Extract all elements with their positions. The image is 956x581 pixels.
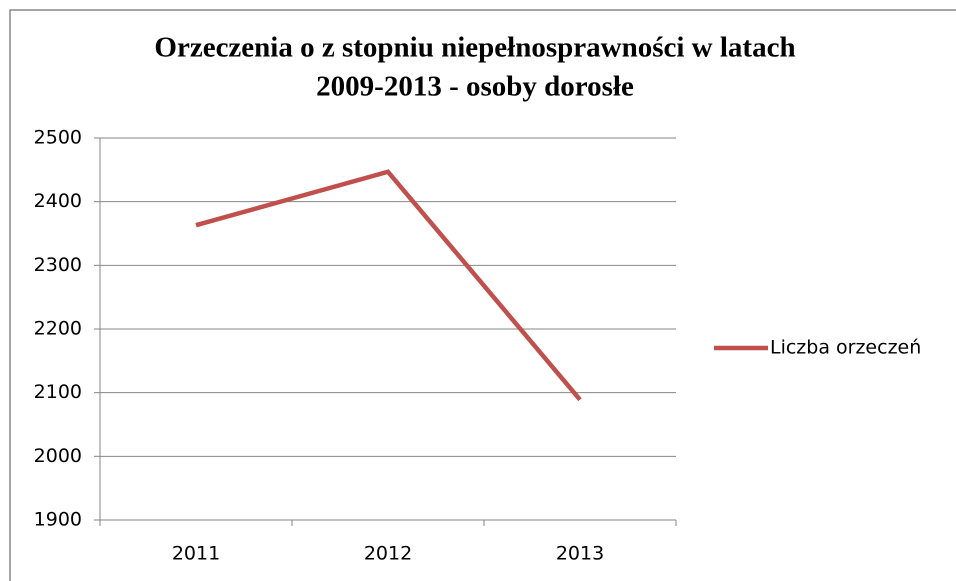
x-tick-label: 2012	[364, 543, 412, 565]
chart-title: Orzeczenia o z stopniu niepełnosprawnośc…	[154, 32, 795, 64]
y-tick-label: 2000	[34, 445, 82, 467]
series-line	[195, 169, 582, 402]
y-tick-label: 2400	[34, 190, 82, 212]
y-tick-label: 2300	[34, 254, 82, 276]
x-tick-label: 2013	[556, 543, 604, 565]
legend-label: Liczba orzeczeń	[770, 337, 921, 359]
y-tick-label: 2500	[34, 127, 82, 149]
chart-title: 2009-2013 - osoby dorosłe	[316, 71, 634, 103]
y-tick-label: 1900	[34, 509, 82, 531]
x-tick-label: 2011	[172, 543, 220, 565]
chart-frame	[9, 9, 956, 581]
y-tick-label: 2100	[34, 381, 82, 403]
y-tick-label: 2200	[34, 318, 82, 340]
